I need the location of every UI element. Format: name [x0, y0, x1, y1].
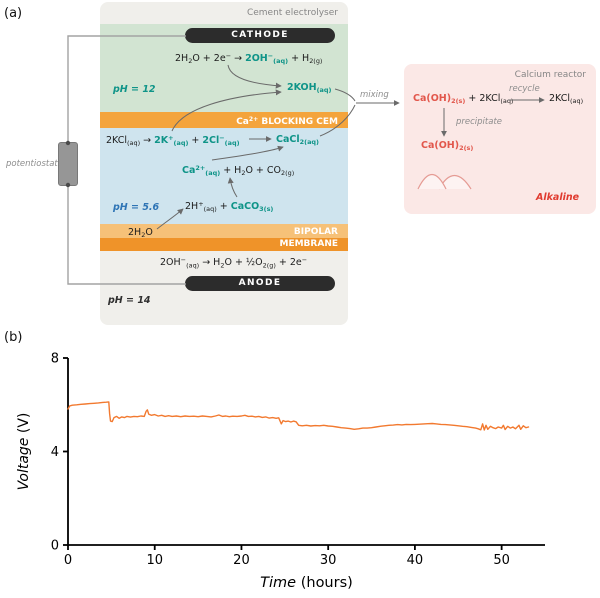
- kcl-recycled: 2KCl(aq): [549, 93, 584, 106]
- cathode-electrode: CATHODE: [185, 28, 335, 43]
- svg-text:0: 0: [51, 539, 59, 554]
- chloride-ion: 2Cl−(aq): [202, 134, 240, 148]
- proton-term: 2H+(aq) +: [185, 200, 231, 214]
- panel-a-label: (a): [4, 6, 23, 21]
- cathode-reaction-pre: 2H2O + 2e− →: [175, 52, 246, 66]
- kcl-dissociation: 2KCl(aq) → 2K+(aq) + 2Cl−(aq): [106, 134, 240, 147]
- reactor-title: Calcium reactor: [514, 70, 586, 80]
- precipitate-hills-icon: [417, 173, 472, 190]
- mixing-label: mixing: [360, 90, 389, 100]
- caoh2-solid: Ca(OH)2(s): [421, 140, 474, 153]
- potentiostat: [58, 142, 78, 186]
- ph-cathode-label: pH = 12: [113, 84, 156, 95]
- electrolyser-title: Cement electrolyser: [246, 8, 338, 18]
- cement-electrolyser-panel: Cement electrolyser CATHODE 2H2O + 2e− →…: [100, 2, 348, 325]
- cathode-reaction-hydroxide: 2OH−(aq): [245, 52, 289, 66]
- cathode-reaction: 2H2O + 2e− → 2OH−(aq) + H2(g): [175, 52, 322, 65]
- caco3-line: 2H+(aq) + CaCO3(s): [185, 200, 273, 213]
- svg-text:10: 10: [146, 553, 163, 568]
- recycle-label: recycle: [509, 84, 540, 94]
- ph-anode-label: pH = 14: [108, 295, 151, 306]
- svg-text:8: 8: [51, 352, 59, 367]
- cacl2-product: CaCl2(aq): [276, 134, 319, 147]
- cem-membrane-label: Ca2+ BLOCKING CEM: [236, 116, 338, 128]
- caoh2-aqueous: Ca(OH)2(s): [413, 93, 466, 106]
- caco3-term: CaCO3(s): [230, 201, 274, 214]
- water-feed: 2H2O: [128, 227, 153, 240]
- svg-text:30: 30: [320, 553, 337, 568]
- voltage-chart: 0 4 8 0 10 20 30 40 50 Voltage (V) Time (hours): [16, 352, 545, 591]
- ph-middle-label: pH = 5.6: [113, 202, 160, 213]
- alkaline-label: Alkaline: [536, 192, 580, 203]
- calcium-line-rest: + H2O + CO2(g): [220, 165, 295, 178]
- anode-reaction: 2OH−(aq) → H2O + ½O2(g) + 2e−: [160, 256, 308, 270]
- cathode-reaction-post: + H2(g): [288, 53, 323, 66]
- potentiostat-label: potentiostat: [6, 159, 58, 169]
- potassium-ion: 2K+(aq): [154, 134, 189, 148]
- reactor-reaction-rest: + 2KCl(aq): [465, 93, 514, 106]
- anode-electrode: ANODE: [185, 276, 335, 291]
- precipitate-label: precipitate: [456, 117, 503, 127]
- svg-text:0: 0: [64, 553, 72, 568]
- calcium-ion: Ca2+(aq): [182, 164, 221, 178]
- panel-b-label: (b): [4, 330, 23, 345]
- bipolar-membrane-label: BIPOLAR MEMBRANE: [279, 227, 339, 249]
- reactor-reaction: Ca(OH)2(s) + 2KCl(aq): [413, 93, 513, 105]
- kcl-feed: 2KCl(aq) →: [106, 135, 155, 148]
- svg-text:Time (hours): Time (hours): [260, 575, 353, 591]
- calcium-reactor-panel: Calcium reactor Ca(OH)2(s) + 2KCl(aq) re…: [404, 64, 596, 214]
- svg-text:40: 40: [407, 553, 424, 568]
- svg-text:4: 4: [51, 445, 59, 460]
- kcl-plus: +: [188, 135, 203, 147]
- svg-text:50: 50: [493, 553, 510, 568]
- svg-text:20: 20: [233, 553, 250, 568]
- calcium-dissolution-line: Ca2+(aq) + H2O + CO2(g): [182, 164, 294, 177]
- koh-product: 2KOH(aq): [287, 82, 332, 95]
- svg-text:Voltage (V): Voltage (V): [16, 413, 32, 491]
